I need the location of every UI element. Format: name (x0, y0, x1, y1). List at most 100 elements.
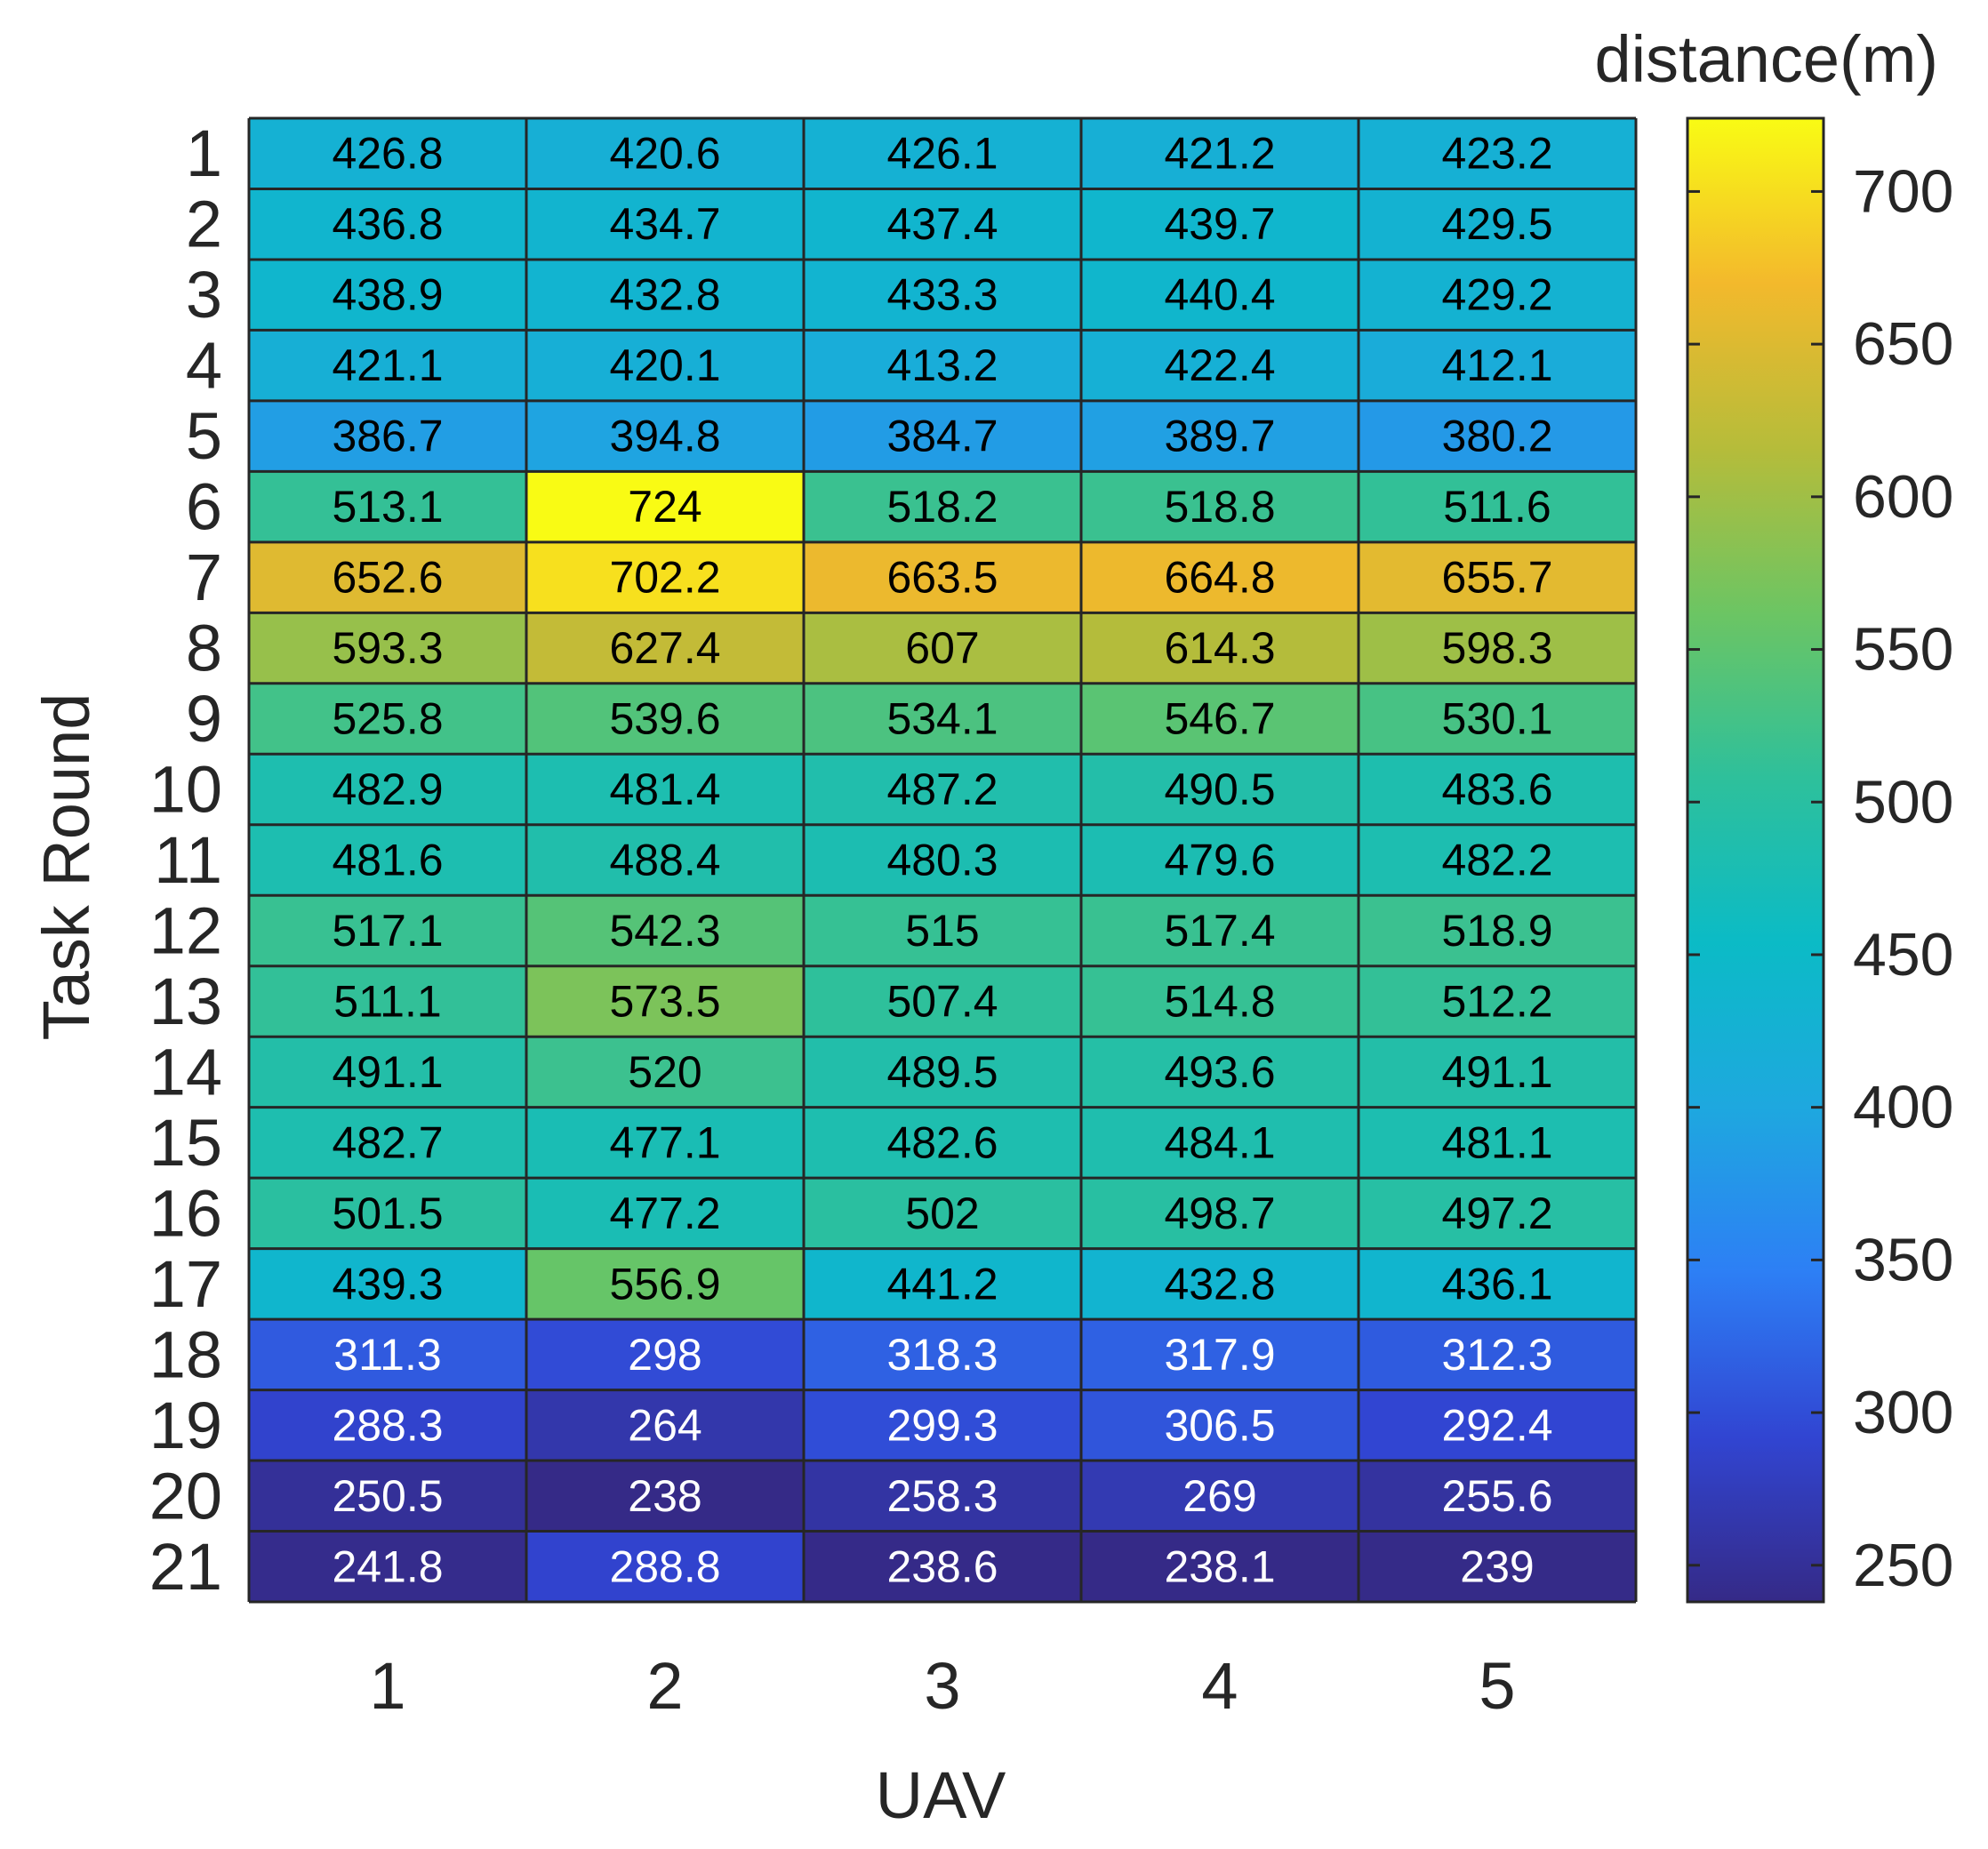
y-tick-label: 3 (186, 258, 222, 332)
cell-value-label: 441.2 (886, 1259, 998, 1309)
y-tick-label: 18 (149, 1317, 222, 1391)
heatmap-cell (249, 1461, 526, 1532)
cell-value-label: 530.1 (1441, 694, 1552, 744)
heatmap-cell (526, 541, 804, 613)
cell-value-label: 258.3 (886, 1471, 998, 1521)
heatmap-cell (1359, 1248, 1636, 1320)
cell-value-label: 488.4 (609, 836, 720, 885)
cell-value-label: 652.6 (332, 553, 443, 603)
heatmap-cell (526, 1319, 804, 1390)
cell-value-label: 498.7 (1164, 1189, 1275, 1238)
heatmap-cell (1081, 541, 1359, 613)
colorbar-tick-label: 450 (1853, 921, 1953, 989)
cell-value-label: 439.3 (332, 1259, 443, 1309)
heatmap-cell (1081, 118, 1359, 189)
heatmap-cell (249, 1037, 526, 1108)
heatmap-cell (526, 754, 804, 825)
x-tick-label: 3 (924, 1649, 960, 1723)
heatmap-cell (249, 1389, 526, 1461)
cell-value-label: 501.5 (332, 1189, 443, 1238)
cell-value-label: 241.8 (332, 1541, 443, 1591)
cell-value-label: 511.1 (333, 976, 441, 1026)
cell-value-label: 491.1 (1441, 1047, 1552, 1097)
cell-value-label: 481.1 (1441, 1117, 1552, 1167)
heatmap-cell (249, 683, 526, 755)
heatmap-cell (526, 188, 804, 260)
cell-value-label: 518.9 (1441, 906, 1552, 956)
cell-value-label: 482.7 (332, 1117, 443, 1167)
colorbar-tick-label: 600 (1853, 463, 1953, 531)
cell-value-label: 593.3 (332, 623, 443, 673)
cell-value-label: 298 (628, 1330, 701, 1380)
colorbar-label: distance(m) (1594, 22, 1938, 96)
heatmap-cell (1081, 683, 1359, 755)
cell-value-label: 311.3 (333, 1330, 441, 1380)
heatmap-cell (1359, 118, 1636, 189)
colorbar-tick-label: 350 (1853, 1226, 1953, 1293)
heatmap-cell (1359, 1107, 1636, 1179)
heatmap-cell (1359, 1531, 1636, 1602)
y-tick-label: 7 (186, 540, 222, 614)
heatmap-cell (526, 118, 804, 189)
cell-value-label: 255.6 (1441, 1471, 1552, 1521)
cell-value-label: 439.7 (1164, 199, 1275, 249)
heatmap-cell (526, 1178, 804, 1249)
cell-value-label: 481.4 (609, 764, 720, 814)
heatmap-cell (804, 1248, 1081, 1320)
cell-value-label: 238.6 (886, 1541, 998, 1591)
cell-value-label: 438.9 (332, 270, 443, 320)
heatmap-cell (249, 1319, 526, 1390)
cell-value-label: 487.2 (886, 764, 998, 814)
heatmap-cell (1081, 1037, 1359, 1108)
colorbar-tick-label: 250 (1853, 1532, 1953, 1599)
y-tick-label: 16 (149, 1176, 222, 1250)
heatmap-cell (249, 612, 526, 684)
heatmap-cell (1081, 1107, 1359, 1179)
colorbar-ticks: 250 300 350 400 450 500 550 600 650 700 (1687, 157, 1953, 1599)
heatmap-cell (526, 1531, 804, 1602)
heatmap-cell (1081, 188, 1359, 260)
cell-value-label: 482.6 (886, 1117, 998, 1167)
heatmap-cell (1359, 400, 1636, 472)
cell-value-label: 380.2 (1441, 412, 1552, 461)
cell-value-label: 482.9 (332, 764, 443, 814)
heatmap-cell (1081, 612, 1359, 684)
heatmap-cell (526, 612, 804, 684)
cell-value-label: 477.2 (609, 1189, 720, 1238)
cell-value-label: 542.3 (609, 906, 720, 956)
colorbar-tick-label: 700 (1853, 157, 1953, 225)
y-tick-label: 20 (149, 1459, 222, 1533)
cell-value-label: 306.5 (1164, 1400, 1275, 1450)
cell-value-label: 489.5 (886, 1047, 998, 1097)
cell-value-label: 426.1 (886, 129, 998, 179)
y-tick-label: 14 (149, 1035, 222, 1109)
heatmap-cell (804, 895, 1081, 966)
heatmap-cell (1359, 1178, 1636, 1249)
colorbar-tick-label: 550 (1853, 616, 1953, 684)
heatmap-cell (804, 259, 1081, 331)
heatmap-cell (1081, 895, 1359, 966)
cell-value-label: 434.7 (609, 199, 720, 249)
x-tick-label: 4 (1201, 1649, 1238, 1723)
heatmap-cell (1359, 754, 1636, 825)
x-tick-labels: 1 2 3 4 5 (369, 1649, 1515, 1723)
heatmap-cell (1081, 1389, 1359, 1461)
cell-value-label: 517.1 (332, 906, 443, 956)
cell-value-label: 421.2 (1164, 129, 1275, 179)
heatmap-cell (1359, 1319, 1636, 1390)
cell-value-label: 493.6 (1164, 1047, 1275, 1097)
heatmap-cell (1359, 471, 1636, 542)
cell-value-label: 264 (628, 1400, 701, 1450)
cell-value-label: 513.1 (332, 482, 443, 532)
cell-value-label: 288.8 (609, 1541, 720, 1591)
y-tick-label: 2 (186, 188, 222, 261)
cell-value-label: 292.4 (1441, 1400, 1552, 1450)
cell-value-label: 312.3 (1441, 1330, 1552, 1380)
heatmap-cell (249, 1531, 526, 1602)
heatmap-cell (249, 188, 526, 260)
cell-value-label: 432.8 (609, 270, 720, 320)
heatmap-cell (1081, 1319, 1359, 1390)
cell-value-labels: 426.8 420.6 426.1 421.2 423.2 436.8 434.7 437.4… (332, 129, 1552, 1592)
